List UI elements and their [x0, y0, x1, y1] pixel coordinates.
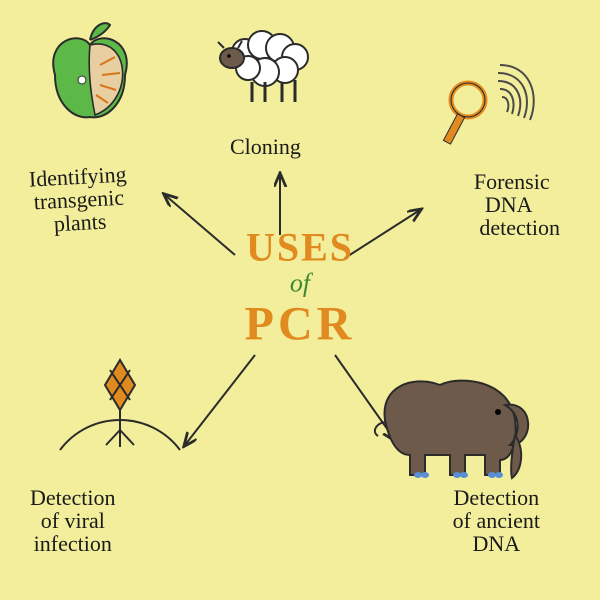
label-cloning: Cloning: [230, 135, 301, 158]
fingerprint-icon: [443, 65, 533, 144]
label-forensic: Forensic DNA detection: [474, 170, 560, 239]
center-title: USES of PCR: [245, 225, 356, 350]
sheep-icon: [218, 31, 308, 102]
apple-icon: [53, 23, 127, 117]
label-transgenic: Identifying transgenic plants: [28, 162, 129, 236]
elephant-icon: [375, 381, 528, 478]
label-ancient: Detection of ancient DNA: [453, 486, 540, 555]
title-uses: USES: [245, 225, 356, 269]
label-viral: Detection of viral infection: [30, 486, 116, 555]
title-pcr: PCR: [245, 298, 356, 351]
virus-icon: [60, 360, 180, 450]
title-of: of: [245, 269, 356, 298]
